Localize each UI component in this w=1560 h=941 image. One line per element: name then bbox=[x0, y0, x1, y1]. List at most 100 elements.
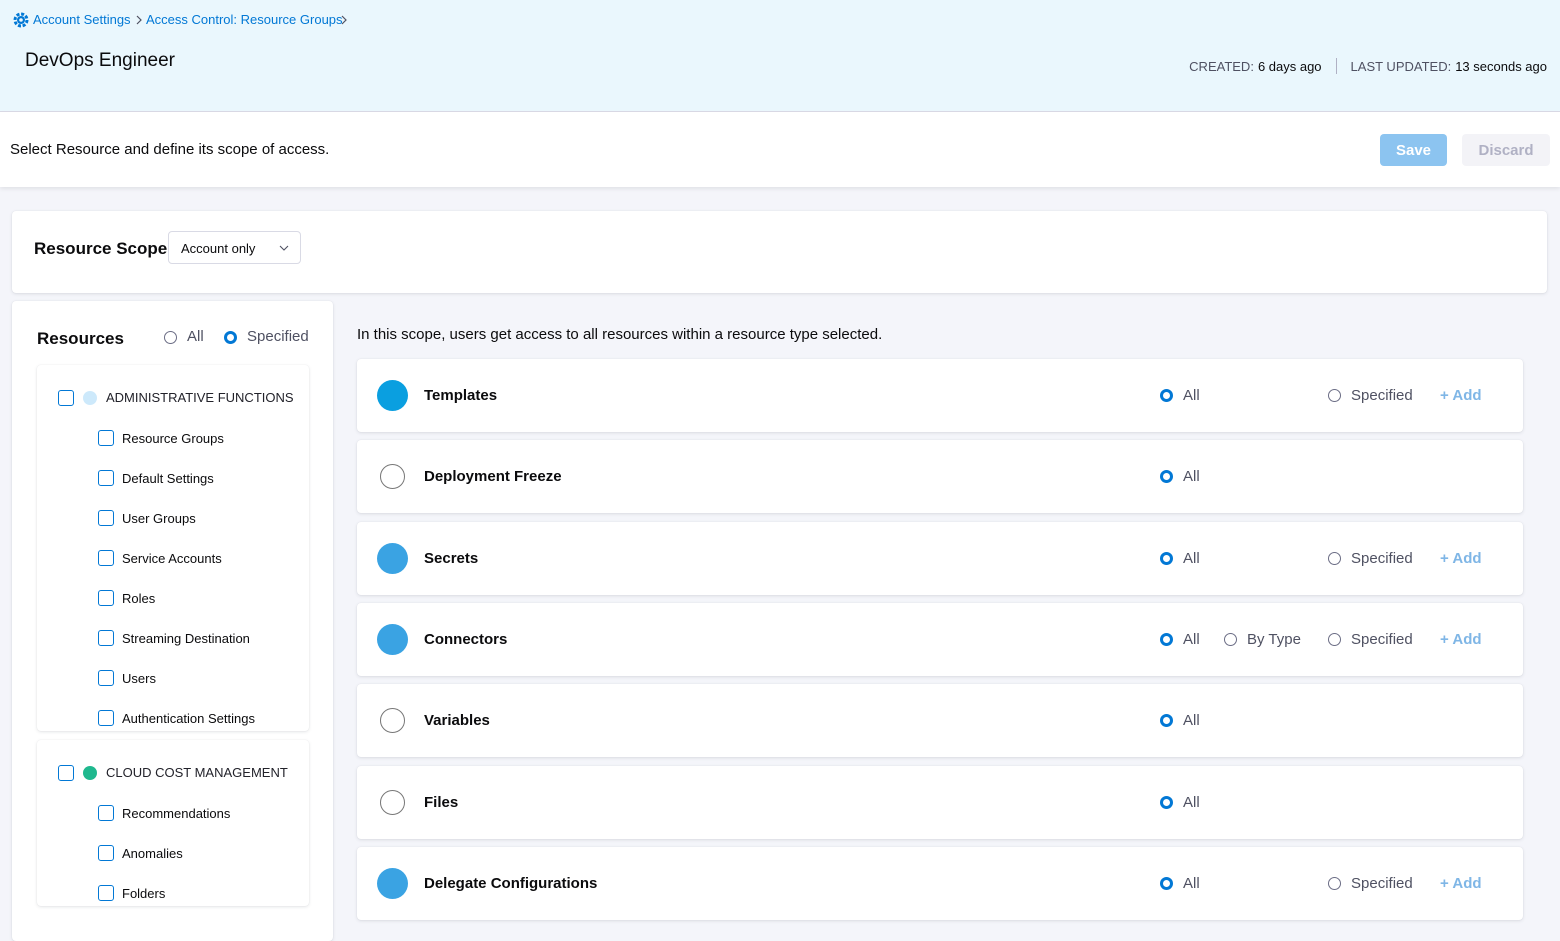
radio-label: Specified bbox=[1351, 549, 1413, 567]
meta-value: 6 days ago bbox=[1257, 58, 1322, 74]
checkbox[interactable] bbox=[98, 805, 114, 821]
item-name: Default Settings bbox=[122, 471, 214, 486]
radio[interactable] bbox=[1224, 632, 1237, 646]
row-name: Deployment Freeze bbox=[424, 468, 562, 486]
checkbox[interactable] bbox=[98, 430, 114, 446]
item-name: User Groups bbox=[122, 511, 196, 526]
dropdown-value: Account only bbox=[181, 241, 256, 256]
row-name: Templates bbox=[424, 387, 498, 404]
resource-row: Variables bbox=[357, 684, 1523, 758]
row-name: Secrets bbox=[424, 549, 479, 567]
row-icon bbox=[380, 464, 405, 490]
checkbox[interactable] bbox=[98, 630, 114, 646]
radio-label: All bbox=[1183, 549, 1200, 567]
resource-row: Deployment Freeze bbox=[357, 440, 1523, 514]
resources-panel: Resources All Specified ADMINISTRATIVE FUN… bbox=[12, 301, 333, 941]
settings-icon bbox=[13, 12, 29, 28]
resource-row: Secrets bbox=[357, 521, 1523, 595]
checkbox[interactable] bbox=[58, 765, 74, 781]
radio-label: Specified bbox=[1351, 387, 1413, 404]
instruction: Select Resource and define its scope of … bbox=[10, 141, 330, 158]
item-name: Folders bbox=[122, 886, 166, 901]
radio[interactable] bbox=[1328, 389, 1341, 402]
radio[interactable] bbox=[1160, 551, 1173, 565]
row-name: Files bbox=[424, 793, 459, 811]
item-name: Authentication Settings bbox=[122, 711, 255, 726]
meta: CREATED: 6 days ago LAST UPDATED: 13 sec… bbox=[1189, 58, 1547, 74]
radio-label: All bbox=[1183, 874, 1200, 892]
resource-row: Templates bbox=[357, 359, 1523, 432]
resource-group: CLOUD COST MANAGEMENT Recommendations Anom… bbox=[37, 740, 309, 906]
checkbox[interactable] bbox=[98, 885, 114, 901]
row-icon bbox=[377, 542, 408, 574]
breadcrumb-link[interactable]: Account Settings bbox=[33, 12, 131, 27]
radio[interactable] bbox=[1160, 714, 1173, 728]
group-icon bbox=[83, 766, 97, 780]
row-name: Delegate Configurations bbox=[424, 874, 598, 892]
breadcrumb-link[interactable]: Access Control: Resource Groups bbox=[146, 12, 343, 27]
checkbox[interactable] bbox=[98, 670, 114, 686]
radio[interactable] bbox=[1160, 389, 1173, 402]
resource-row: Files bbox=[357, 765, 1523, 839]
resource-row: Delegate Configurations bbox=[357, 846, 1523, 920]
row-icon bbox=[380, 789, 405, 815]
add-link[interactable]: + Add bbox=[1440, 874, 1482, 892]
scope-dropdown[interactable]: Account only bbox=[168, 231, 301, 264]
radio[interactable] bbox=[164, 331, 177, 344]
item-name: Users bbox=[122, 671, 156, 686]
add-link[interactable]: + Add bbox=[1440, 549, 1482, 567]
checkbox[interactable] bbox=[58, 390, 74, 406]
radio-label: All bbox=[1183, 387, 1200, 404]
row-icon bbox=[377, 623, 408, 655]
radio[interactable] bbox=[1160, 795, 1173, 809]
checkbox[interactable] bbox=[98, 470, 114, 486]
checkbox[interactable] bbox=[98, 590, 114, 606]
add-link[interactable]: + Add bbox=[1440, 630, 1482, 648]
chevron bbox=[136, 15, 142, 25]
radio-label: All bbox=[187, 328, 204, 345]
radio-label: Specified bbox=[247, 328, 309, 345]
item-name: Streaming Destination bbox=[122, 631, 250, 646]
radio-label: All bbox=[1183, 793, 1200, 811]
group-icon bbox=[83, 391, 97, 405]
item-name: Service Accounts bbox=[122, 551, 222, 566]
item-name: Anomalies bbox=[122, 846, 183, 861]
row-icon bbox=[377, 867, 408, 899]
checkbox[interactable] bbox=[98, 550, 114, 566]
radio[interactable] bbox=[1160, 876, 1173, 890]
radio[interactable] bbox=[1160, 470, 1173, 484]
group-name: ADMINISTRATIVE FUNCTIONS bbox=[106, 390, 294, 405]
radio[interactable] bbox=[1328, 551, 1341, 565]
checkbox[interactable] bbox=[98, 710, 114, 726]
radio[interactable] bbox=[1328, 632, 1341, 646]
add-link[interactable]: + Add bbox=[1440, 387, 1482, 404]
scope-card: Resource Scope Account only bbox=[12, 211, 1547, 293]
item-name: Roles bbox=[122, 591, 156, 606]
checkbox[interactable] bbox=[98, 845, 114, 861]
scope-note: In this scope, users get access to all r… bbox=[357, 326, 883, 343]
discard-button[interactable]: Discard bbox=[1462, 134, 1550, 166]
row-icon bbox=[380, 708, 405, 734]
radio-label: Specified bbox=[1351, 874, 1413, 892]
radio-label: All bbox=[1183, 712, 1200, 730]
radio-label: All bbox=[1183, 468, 1200, 486]
row-name: Connectors bbox=[424, 630, 508, 648]
radio[interactable] bbox=[1328, 876, 1341, 890]
radio[interactable] bbox=[1160, 632, 1173, 646]
toolbar: Select Resource and define its scope of … bbox=[0, 112, 1560, 187]
radio[interactable] bbox=[224, 331, 237, 344]
caret bbox=[279, 245, 289, 251]
radio-label: All bbox=[1183, 630, 1200, 648]
radio-label: Specified bbox=[1351, 630, 1413, 648]
item-name: Resource Groups bbox=[122, 431, 224, 446]
resource-group: ADMINISTRATIVE FUNCTIONS Resource Groups D… bbox=[37, 365, 309, 731]
scope-label: Resource Scope bbox=[34, 239, 168, 258]
group-name: CLOUD COST MANAGEMENT bbox=[106, 765, 288, 780]
meta-label: LAST UPDATED: bbox=[1350, 58, 1452, 74]
save-button[interactable]: Save bbox=[1380, 134, 1447, 166]
row-icon bbox=[377, 380, 408, 411]
meta-label: CREATED: bbox=[1189, 58, 1254, 74]
page-header: Account Settings Access Control: Resourc… bbox=[0, 0, 1560, 112]
checkbox[interactable] bbox=[98, 510, 114, 526]
